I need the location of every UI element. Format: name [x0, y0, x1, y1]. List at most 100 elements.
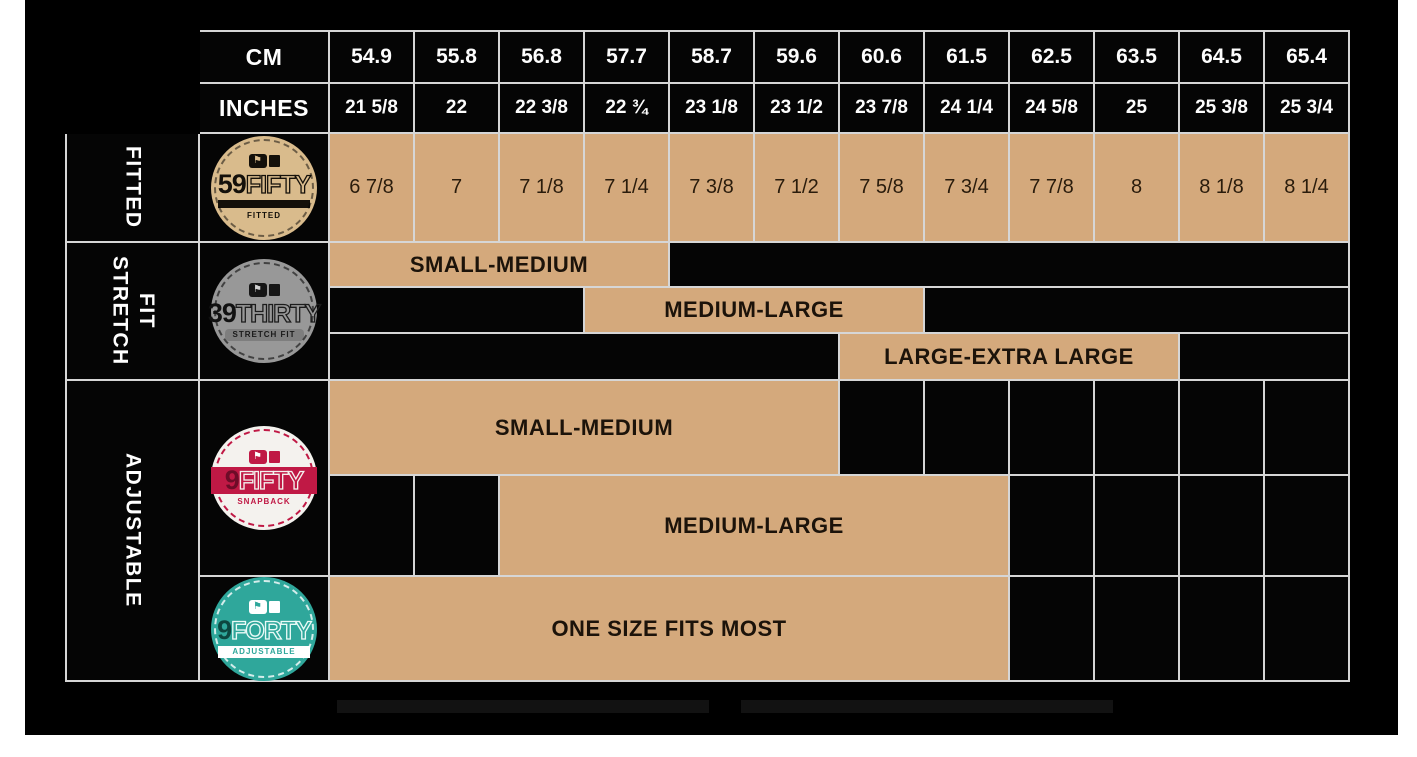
inches-value: 23 1/2	[755, 84, 838, 132]
badge-title: 59 FIFTY	[211, 169, 317, 199]
fitted-size: 8 1/8	[1180, 134, 1263, 241]
cm-value: 58.7	[670, 32, 753, 82]
forty-band-one-size: ONE SIZE FITS MOST	[330, 577, 1008, 680]
cm-value: 54.9	[330, 32, 413, 82]
stretch-band-large-extra-large: LARGE-EXTRA LARGE	[840, 334, 1178, 379]
fitted-size: 6 7/8	[330, 134, 413, 241]
empty-size-cell	[1010, 381, 1093, 474]
inches-value: 23 7/8	[840, 84, 923, 132]
stretch-band-filler	[925, 288, 1348, 332]
empty-size-cell	[1265, 577, 1348, 680]
inches-value: 24 5/8	[1010, 84, 1093, 132]
9forty-badge-cell: ⚑ 9 FORTY ADJUSTABLE	[200, 576, 328, 681]
fitted-size: 7 5/8	[840, 134, 923, 241]
59fifty-badge: ⚑ 59 FIFTY FITTED	[211, 135, 317, 240]
cm-value: 65.4	[1265, 32, 1348, 82]
stretch-band-filler	[670, 243, 1348, 286]
cm-value: 63.5	[1095, 32, 1178, 82]
empty-size-cell	[1095, 577, 1178, 680]
empty-size-cell	[1265, 476, 1348, 575]
fitted-size: 7	[415, 134, 498, 241]
badge-word: FORTY	[231, 617, 313, 645]
badge-number: 59	[217, 169, 247, 199]
new-era-flag-icon: ⚑	[248, 599, 280, 615]
inches-value: 24 1/4	[925, 84, 1008, 132]
cm-header-label: CM	[200, 32, 328, 82]
inches-value: 23 1/8	[670, 84, 753, 132]
cm-value: 61.5	[925, 32, 1008, 82]
fitted-size: 8	[1095, 134, 1178, 241]
cm-value: 59.6	[755, 32, 838, 82]
badge-word: THIRTY	[235, 299, 322, 328]
empty-size-cell	[415, 476, 498, 575]
9fifty-badge: ⚑ 9 FIFTY SNAPBACK	[211, 426, 317, 530]
cm-value: 62.5	[1010, 32, 1093, 82]
empty-size-cell	[1010, 476, 1093, 575]
size-chart-table: CM 54.9 55.8 56.8 57.7 58.7 59.6 60.6 61…	[65, 30, 1350, 682]
empty-size-cell	[1180, 476, 1263, 575]
9fifty-badge-cell: ⚑ 9 FIFTY SNAPBACK	[200, 381, 328, 575]
fitted-size: 7 1/4	[585, 134, 668, 241]
badge-stripe	[218, 200, 310, 208]
badge-number: 9	[217, 615, 232, 645]
fitted-size: 8 1/4	[1265, 134, 1348, 241]
9forty-badge: ⚑ 9 FORTY ADJUSTABLE	[211, 576, 317, 681]
stretch-band-filler	[330, 288, 583, 332]
stretch-band-filler	[1180, 334, 1348, 379]
cropped-next-row-ghost	[337, 700, 709, 713]
inches-value: 22	[415, 84, 498, 132]
badge-title: 9 FORTY	[211, 615, 317, 645]
badge-subtitle: FITTED	[247, 211, 281, 220]
category-label-fitted: FITTED	[67, 134, 198, 241]
new-era-flag-icon: ⚑	[248, 153, 280, 169]
cm-value: 55.8	[415, 32, 498, 82]
inches-header-label: INCHES	[200, 84, 328, 132]
fitted-size: 7 1/2	[755, 134, 838, 241]
fitted-size: 7 7/8	[1010, 134, 1093, 241]
cm-value: 56.8	[500, 32, 583, 82]
snapback-band-small-medium: SMALL-MEDIUM	[330, 381, 838, 474]
empty-size-cell	[1265, 381, 1348, 474]
inches-value: 22 ¾	[585, 84, 668, 132]
new-era-flag-icon: ⚑	[248, 282, 280, 298]
badge-band: 9 FIFTY	[211, 464, 317, 495]
stretch-band-small-medium: SMALL-MEDIUM	[330, 243, 668, 286]
inches-value: 21 5/8	[330, 84, 413, 132]
inches-value: 25 3/8	[1180, 84, 1263, 132]
badge-number: 39	[207, 297, 237, 328]
39thirty-badge: ⚑ 39 THIRTY STRETCH FIT	[207, 259, 322, 363]
empty-size-cell	[925, 381, 1008, 474]
empty-size-cell	[840, 381, 923, 474]
empty-size-cell	[1095, 476, 1178, 575]
inches-value: 25 3/4	[1265, 84, 1348, 132]
fitted-size: 7 3/4	[925, 134, 1008, 241]
category-label-stretch-fit: STRETCH FIT	[67, 243, 198, 379]
39thirty-badge-cell: ⚑ 39 THIRTY STRETCH FIT	[200, 243, 328, 379]
empty-size-cell	[1180, 577, 1263, 680]
badge-number: 9	[224, 464, 240, 495]
cm-value: 57.7	[585, 32, 668, 82]
empty-size-cell	[330, 476, 413, 575]
inches-value: 25	[1095, 84, 1178, 132]
fitted-size: 7 3/8	[670, 134, 753, 241]
stretch-band-filler	[330, 334, 838, 379]
badge-title: 39 THIRTY	[207, 297, 322, 328]
badge-subtitle: STRETCH FIT	[224, 328, 304, 341]
cm-value: 60.6	[840, 32, 923, 82]
badge-word: FIFTY	[238, 466, 305, 495]
snapback-band-medium-large: MEDIUM-LARGE	[500, 476, 1008, 575]
badge-word: FIFTY	[245, 171, 312, 199]
59fifty-badge-cell: ⚑ 59 FIFTY FITTED	[200, 134, 328, 241]
empty-size-cell	[1180, 381, 1263, 474]
stretch-band-medium-large: MEDIUM-LARGE	[585, 288, 923, 332]
new-era-flag-icon: ⚑	[248, 449, 280, 465]
category-label-adjustable: ADJUSTABLE	[67, 381, 198, 680]
size-chart-image: CM 54.9 55.8 56.8 57.7 58.7 59.6 60.6 61…	[25, 0, 1398, 735]
empty-size-cell	[1095, 381, 1178, 474]
cropped-next-row-ghost	[741, 700, 1113, 713]
cm-value: 64.5	[1180, 32, 1263, 82]
badge-subtitle: ADJUSTABLE	[218, 646, 310, 658]
corner-border-mask	[65, 30, 200, 134]
fitted-size: 7 1/8	[500, 134, 583, 241]
inches-value: 22 3/8	[500, 84, 583, 132]
